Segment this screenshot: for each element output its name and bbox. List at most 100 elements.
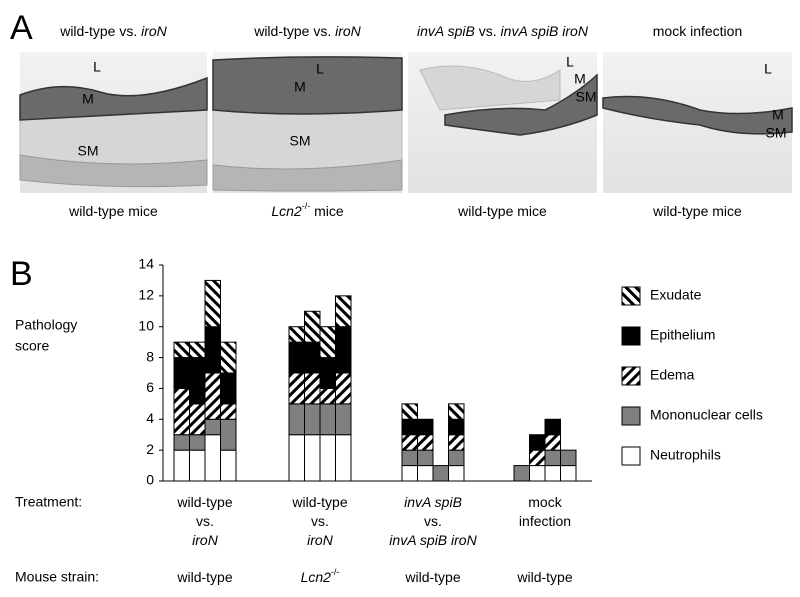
text-segment: mock [528, 494, 562, 510]
bar-segment [401, 403, 418, 420]
bar-segment [173, 357, 190, 389]
group-treatment: vs. [424, 513, 442, 529]
group-treatment: iroN [307, 532, 334, 548]
text-segment: invA spiB [404, 494, 462, 510]
tissue-mucosa [602, 95, 793, 135]
text-segment: wild-type mice [457, 203, 547, 219]
bar-segment [560, 449, 577, 467]
tissue-label: L [764, 61, 772, 77]
row-label: Treatment: [15, 494, 82, 510]
bar-segment [220, 449, 237, 482]
text-segment: mice [314, 203, 344, 219]
tissue-label: M [294, 79, 306, 95]
bar-segment [529, 434, 546, 451]
group-treatment: infection [519, 513, 571, 529]
bar-segment [448, 403, 465, 420]
tissue-mucosa [19, 76, 208, 121]
y-axis-label: Pathology [15, 317, 77, 333]
panel-title: invA spiB vs. invA spiB iroN [417, 23, 589, 39]
text-segment: wild-type mice [652, 203, 742, 219]
bar-segment [220, 341, 237, 374]
row-label: Mouse strain: [15, 569, 99, 585]
tissue-muscle [212, 159, 403, 192]
tissue-label: SM [766, 125, 787, 141]
text-segment: -/- [302, 201, 311, 211]
y-tick-label: 12 [138, 287, 154, 303]
group-treatment: iroN [192, 532, 219, 548]
tissue-label: M [772, 107, 784, 123]
group-strain: Lcn2-/- [301, 567, 340, 584]
y-tick-label: 14 [138, 256, 154, 272]
bar-segment [335, 403, 352, 436]
tissue-label: SM [576, 89, 597, 105]
bar-segment [288, 403, 305, 436]
legend-label: Epithelium [650, 327, 715, 343]
bar-segment [544, 418, 561, 436]
group-treatment: invA spiB iroN [389, 532, 477, 548]
bar-segment [189, 449, 206, 482]
text-segment: vs. [479, 23, 497, 39]
legend-label: Exudate [650, 287, 702, 303]
bar-segment [173, 434, 190, 451]
group-strain: wild-type [176, 569, 232, 585]
tissue-label: M [82, 91, 94, 107]
text-segment: invA spiB [417, 23, 475, 39]
text-segment: -/- [331, 567, 340, 577]
panel-strain: Lcn2-/- mice [271, 201, 344, 218]
bar-segment [220, 418, 237, 451]
bar-segment [204, 372, 221, 420]
tissue-mucosa [444, 73, 598, 136]
legend-label: Edema [650, 367, 695, 383]
text-segment: wild-type [176, 569, 232, 585]
group-treatment: mock [528, 494, 562, 510]
bar-segment [304, 341, 321, 374]
bar-segment [189, 403, 206, 436]
text-segment: Lcn2 [301, 569, 332, 585]
text-segment: Lcn2 [271, 203, 302, 219]
bar-segment [335, 326, 352, 374]
bar-segment [529, 449, 546, 467]
tissue-submucosa [419, 65, 561, 111]
bar-segment [319, 434, 336, 482]
bar-segment [335, 295, 352, 328]
panel-title: mock infection [653, 23, 742, 39]
bar-segment [288, 326, 305, 343]
bar-segment [401, 465, 418, 482]
group-strain: wild-type [404, 569, 460, 585]
text-segment: wild-type [404, 569, 460, 585]
text-segment: wild-type mice [68, 203, 158, 219]
bar-segment [304, 434, 321, 482]
group-treatment: invA spiB [404, 494, 462, 510]
text-segment: iroN [307, 532, 334, 548]
text-segment: wild-type vs. [253, 23, 331, 39]
bar-segment [189, 357, 206, 405]
bar-segment [335, 372, 352, 405]
bar-segment [189, 341, 206, 359]
legend-swatch [621, 326, 641, 346]
bar-segment [448, 434, 465, 451]
bar-segment [319, 326, 336, 359]
panel-title: wild-type vs. iroN [59, 23, 167, 39]
group-treatment: vs. [196, 513, 214, 529]
panel-strain: wild-type mice [68, 203, 158, 219]
tissue-label: SM [78, 143, 99, 159]
y-axis-label: score [15, 338, 49, 354]
legend-swatch [621, 366, 641, 386]
panel-strain: wild-type mice [652, 203, 742, 219]
bar-segment [204, 279, 221, 328]
bar-segment [401, 434, 418, 451]
bar-segment [417, 434, 434, 451]
bar-segment [319, 357, 336, 389]
tissue-mucosa [212, 56, 403, 115]
bar-segment [304, 310, 321, 343]
bar-segment [544, 449, 561, 467]
bar-segment [417, 465, 434, 482]
tissue-muscle [19, 154, 208, 188]
text-segment: wild-type vs. [59, 23, 137, 39]
legend-swatch [621, 446, 641, 466]
panel-letter: B [10, 255, 33, 293]
legend-swatch [621, 406, 641, 426]
legend-swatch [621, 286, 641, 306]
tissue-label: L [566, 54, 574, 70]
